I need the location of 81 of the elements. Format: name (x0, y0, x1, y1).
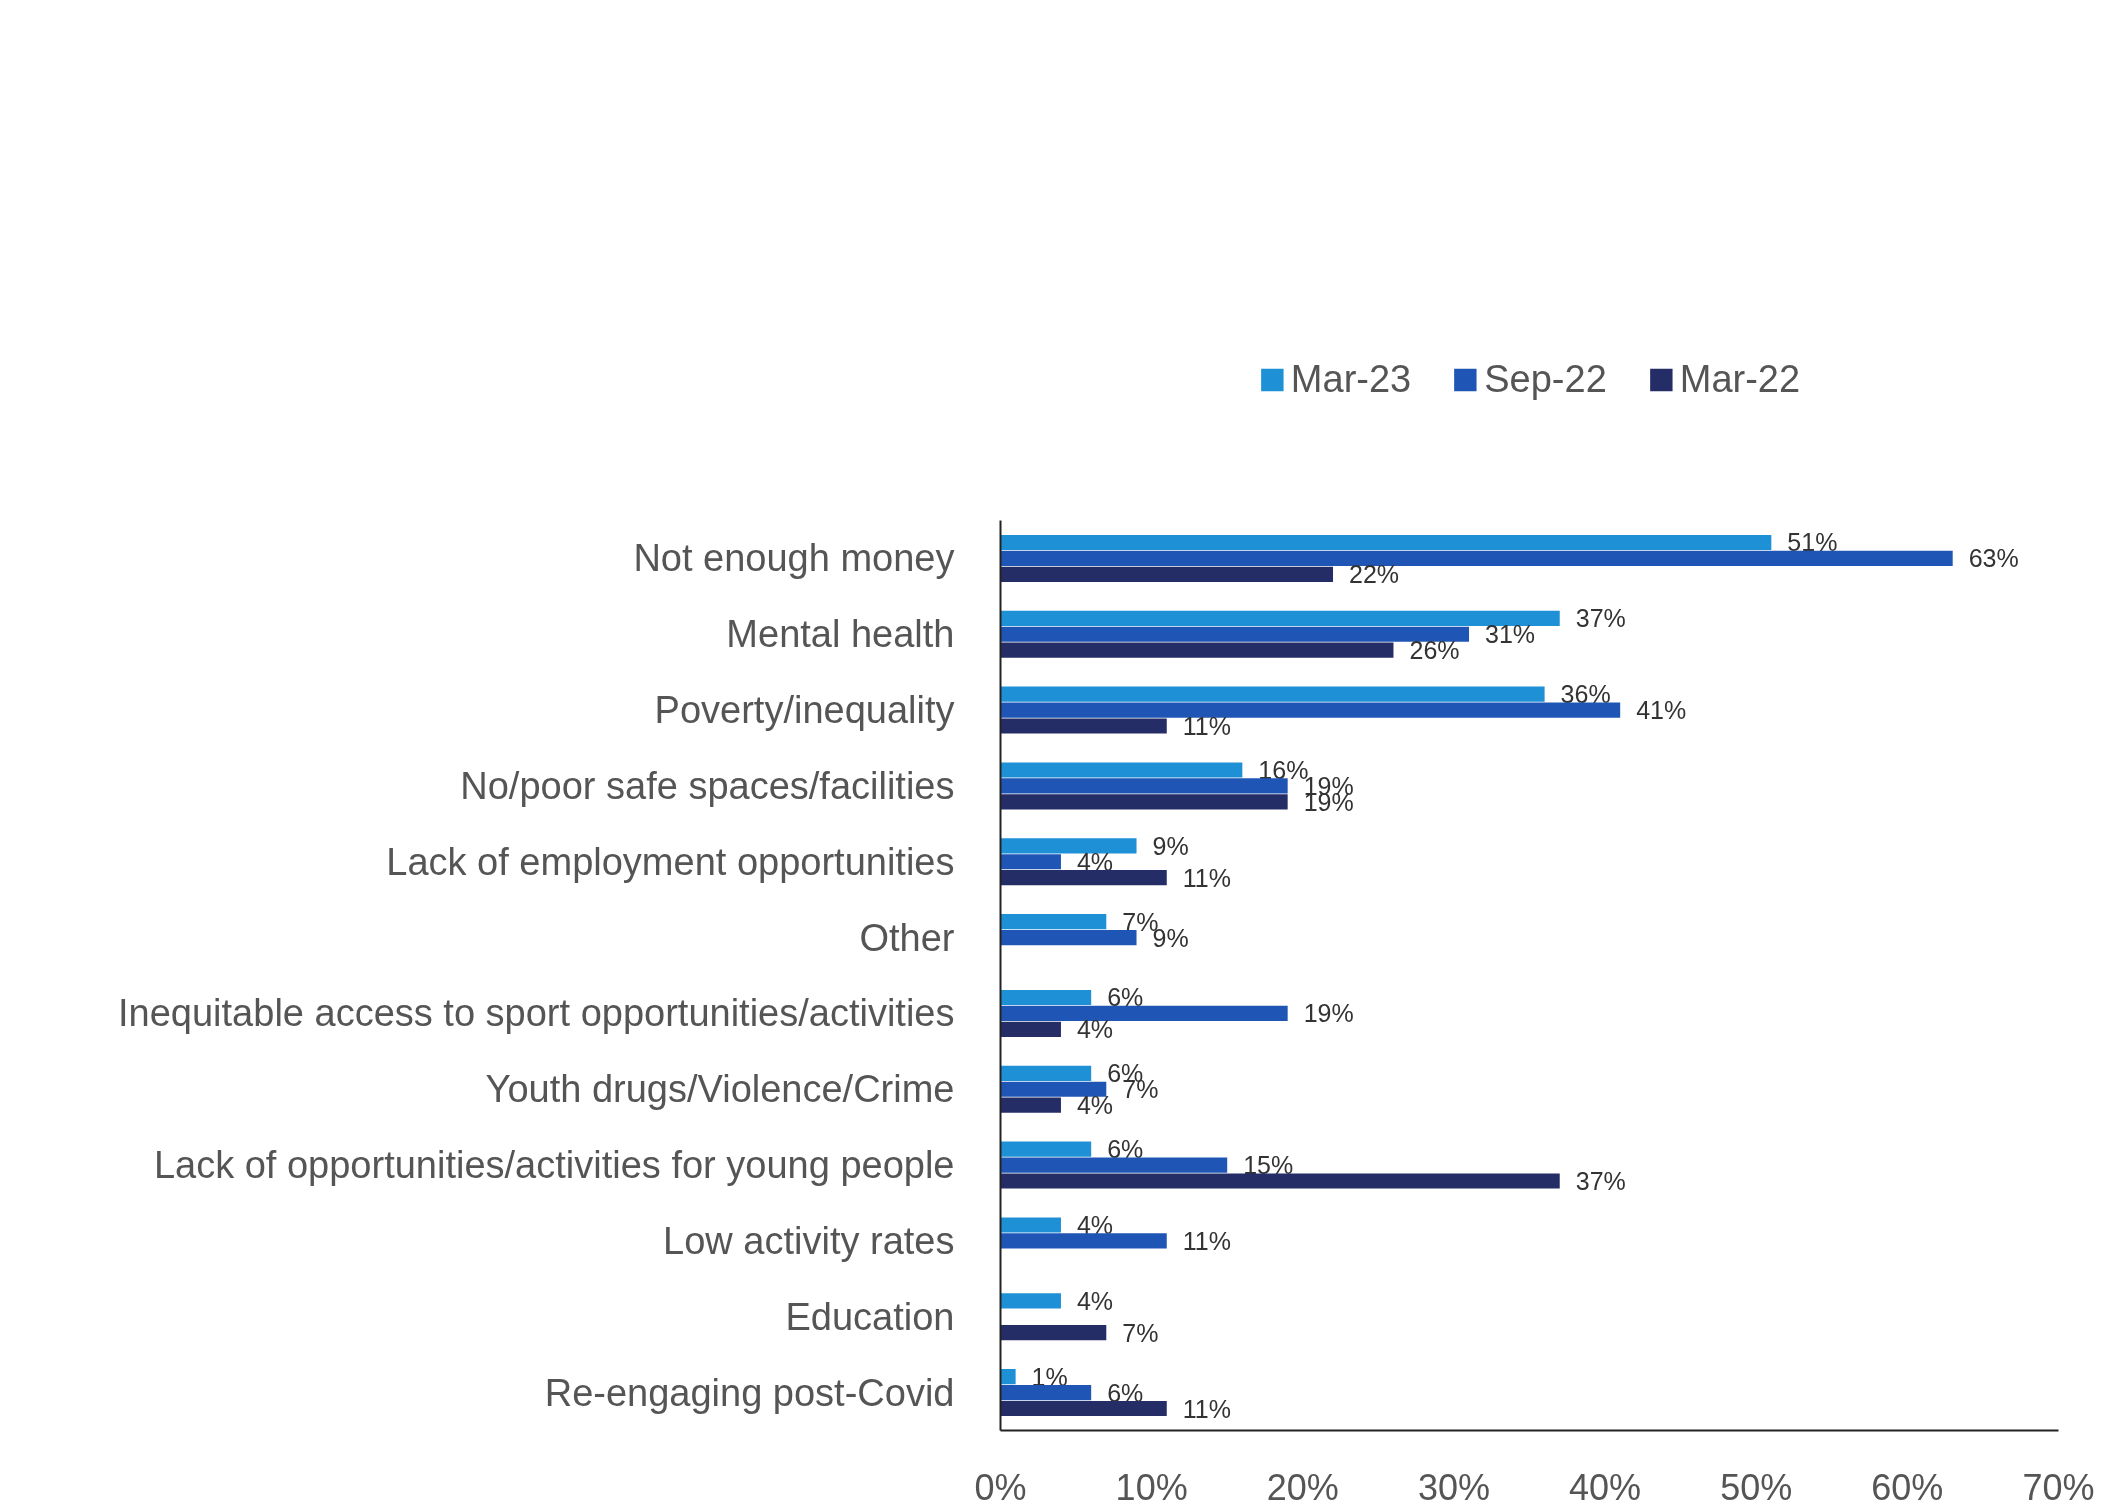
bar (1000, 534, 1772, 551)
data-label: 37% (1575, 604, 1626, 633)
x-tick-label: 40% (1569, 1466, 1642, 1508)
data-label: 7% (1122, 1318, 1159, 1347)
bar (1000, 1325, 1107, 1341)
data-label: 19% (1303, 999, 1354, 1028)
y-tick-label: Lack of opportunities/activities for young people (153, 1144, 955, 1187)
data-label: 31% (1485, 620, 1536, 649)
legend-label: Mar-22 (1679, 357, 1801, 401)
bar (1000, 566, 1334, 582)
bar (1000, 930, 1137, 946)
data-label: 4% (1076, 1015, 1114, 1044)
bar (1000, 1065, 1092, 1081)
bar (1000, 686, 1545, 702)
bar (1000, 794, 1288, 810)
bar (1000, 1081, 1107, 1097)
legend-label: Mar-23 (1290, 357, 1412, 401)
bar (1000, 1233, 1167, 1249)
bar (1000, 718, 1167, 734)
y-tick-label: Mental health (726, 613, 955, 656)
data-label: 9% (1152, 831, 1189, 860)
y-tick-label: Youth drugs/Violence/Crime (485, 1068, 955, 1111)
bar (1000, 762, 1243, 778)
bar (1000, 989, 1092, 1006)
bar (1000, 778, 1288, 794)
y-tick-label: Not enough money (633, 537, 955, 580)
data-label: 6% (1107, 1378, 1144, 1407)
bar (1000, 1005, 1288, 1021)
bar (1000, 610, 1560, 626)
bar (1000, 1157, 1228, 1173)
y-tick-label: Re-engaging post-Covid (544, 1371, 955, 1414)
data-label: 41% (1636, 696, 1687, 725)
data-label: 4% (1076, 1091, 1114, 1120)
data-label: 63% (1968, 544, 2019, 573)
y-tick-label: Lack of employment opportunities (386, 840, 955, 883)
bar (1000, 1400, 1167, 1417)
data-label: 11% (1182, 1226, 1231, 1255)
data-label: 15% (1243, 1151, 1294, 1180)
bar (1000, 1217, 1061, 1233)
data-label: 37% (1575, 1167, 1626, 1196)
data-label: 11% (1182, 712, 1231, 741)
y-tick-label: Education (785, 1295, 955, 1338)
x-tick-label: 50% (1720, 1466, 1793, 1508)
data-label: 6% (1107, 983, 1144, 1012)
bar (1000, 1369, 1016, 1385)
legend-label: Sep-22 (1484, 357, 1607, 401)
data-label: 26% (1409, 636, 1460, 665)
y-tick-label: Inequitable access to sport opportunities/activities (118, 992, 955, 1035)
x-tick-label: 10% (1115, 1466, 1188, 1508)
data-label: 6% (1107, 1135, 1144, 1164)
y-tick-label: Other (859, 916, 955, 959)
bar (1000, 1173, 1560, 1189)
bar (1000, 626, 1470, 642)
bar (1000, 1141, 1092, 1157)
bar (1000, 1385, 1092, 1401)
bar (1000, 702, 1621, 718)
y-tick-label: Low activity rates (663, 1219, 955, 1262)
x-tick-label: 70% (2022, 1466, 2095, 1508)
bar (1000, 1097, 1061, 1113)
bar (1000, 550, 1953, 566)
bar (1000, 914, 1107, 930)
data-label: 51% (1787, 528, 1838, 557)
x-tick-label: 20% (1266, 1466, 1339, 1508)
x-tick-label: 60% (1871, 1466, 1944, 1508)
bar (1000, 854, 1061, 870)
data-label: 11% (1182, 863, 1231, 892)
bar (1000, 1021, 1061, 1037)
x-tick-label: 0% (974, 1466, 1027, 1508)
data-label: 11% (1182, 1394, 1231, 1423)
data-label: 4% (1076, 1286, 1114, 1315)
x-tick-label: 30% (1417, 1466, 1490, 1508)
data-label: 4% (1076, 847, 1114, 876)
data-label: 36% (1560, 680, 1611, 709)
bar (1000, 870, 1167, 886)
y-tick-label: No/poor safe spaces/facilities (460, 764, 955, 807)
data-label: 4% (1076, 1210, 1114, 1239)
bar (1000, 1293, 1061, 1309)
y-tick-label: Poverty/inequality (654, 689, 955, 732)
data-label: 22% (1349, 560, 1400, 589)
bar (1000, 838, 1137, 854)
bar (1000, 642, 1394, 658)
